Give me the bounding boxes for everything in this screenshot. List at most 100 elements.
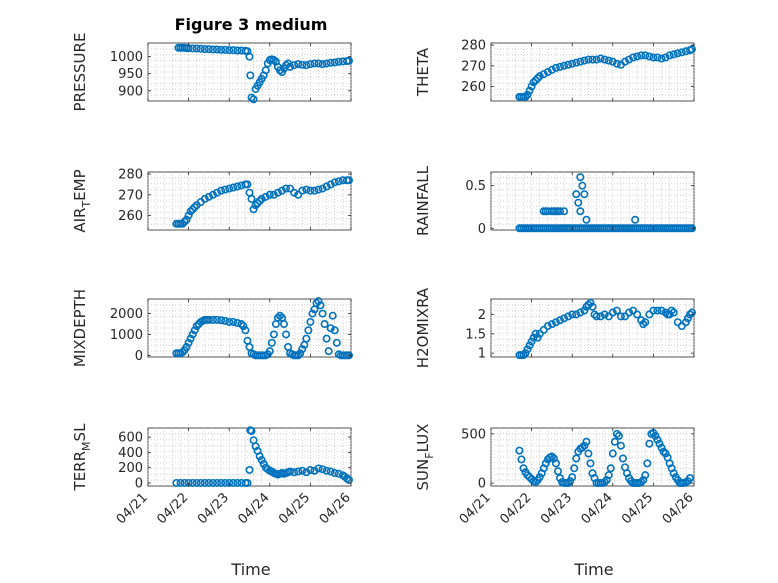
data-point	[631, 215, 640, 224]
x-tick-label: 04/24	[579, 490, 616, 527]
data-point	[282, 61, 291, 70]
data-point	[190, 203, 199, 212]
data-point	[298, 466, 307, 475]
data-point	[275, 66, 284, 75]
x-tick-label: 04/26	[660, 490, 697, 527]
data-point	[604, 56, 613, 65]
data-point	[580, 306, 589, 315]
data-point	[657, 443, 666, 452]
data-point	[533, 333, 542, 342]
data-point	[529, 333, 538, 342]
data-point	[322, 59, 331, 68]
data-point	[604, 471, 613, 480]
data-point	[519, 464, 528, 473]
data-point	[318, 309, 327, 318]
data-point	[188, 330, 197, 339]
data-point	[314, 297, 323, 306]
data-point	[282, 330, 291, 339]
x-tick-label: 04/23	[538, 490, 575, 527]
data-point	[547, 320, 556, 329]
data-point	[330, 469, 339, 478]
data-point	[213, 315, 222, 324]
data-point	[560, 207, 569, 216]
data-point	[649, 306, 658, 315]
data-point	[681, 318, 690, 327]
data-point	[665, 51, 674, 60]
series-markers	[515, 173, 696, 233]
data-point	[318, 184, 327, 193]
data-point	[290, 61, 299, 70]
data-point	[344, 176, 353, 185]
x-tick-label: 04/25	[619, 490, 656, 527]
subplot-pressure: 900 950 1000 PRESSURE	[71, 33, 353, 111]
data-point	[306, 317, 315, 326]
data-point	[525, 473, 534, 482]
data-point	[584, 55, 593, 64]
data-point	[531, 329, 540, 338]
data-point	[208, 315, 217, 324]
data-point	[541, 459, 550, 468]
data-point	[334, 57, 343, 66]
data-point	[298, 60, 307, 69]
data-point	[180, 478, 189, 487]
data-point	[608, 449, 617, 458]
data-point	[233, 182, 242, 191]
data-point	[196, 44, 205, 53]
data-point	[645, 439, 654, 448]
data-point	[687, 308, 696, 317]
y-axis-label: H2OMIXRA	[414, 287, 432, 368]
x-tick-label: 04/22	[154, 490, 191, 527]
y-tick-label: 280	[461, 39, 486, 54]
data-point	[576, 173, 585, 182]
data-point	[269, 330, 278, 339]
y-tick-label: 1000	[110, 328, 143, 343]
data-point	[600, 310, 609, 319]
x-tick-label: 04/24	[236, 490, 273, 527]
data-point	[328, 311, 337, 320]
data-point	[225, 478, 234, 487]
data-point	[247, 93, 256, 102]
y-tick-label: 0	[478, 477, 486, 492]
data-point	[525, 86, 534, 95]
data-point	[531, 478, 540, 487]
y-tick-label: 1000	[110, 50, 143, 65]
data-point	[217, 478, 226, 487]
data-point	[645, 52, 654, 61]
data-point	[304, 326, 313, 335]
data-point	[310, 59, 319, 68]
data-point	[188, 205, 197, 214]
y-tick-label: 900	[118, 84, 143, 99]
data-point	[625, 308, 634, 317]
data-point	[217, 186, 226, 195]
data-point	[233, 318, 242, 327]
data-point	[517, 455, 526, 464]
data-point	[320, 320, 329, 329]
data-point	[588, 302, 597, 311]
data-point	[669, 469, 678, 478]
y-axis-label: AIRTEMP	[71, 169, 93, 232]
data-point	[570, 464, 579, 473]
data-point	[612, 429, 621, 438]
y-tick-label: 270	[118, 188, 143, 203]
data-point	[330, 178, 339, 187]
data-point	[551, 459, 560, 468]
y-tick-label: 2	[478, 308, 486, 323]
data-point	[531, 76, 540, 85]
data-point	[286, 184, 295, 193]
data-point	[326, 180, 335, 189]
data-point	[302, 334, 311, 343]
data-point	[247, 427, 256, 436]
data-point	[239, 322, 248, 331]
data-point	[539, 70, 548, 79]
data-point	[568, 473, 577, 482]
data-point	[186, 207, 195, 216]
data-point	[302, 468, 311, 477]
data-point	[683, 314, 692, 323]
data-point	[612, 306, 621, 315]
data-point	[273, 188, 282, 197]
data-point	[606, 464, 615, 473]
data-point	[213, 45, 222, 54]
data-point	[233, 46, 242, 55]
data-point	[204, 478, 213, 487]
data-point	[265, 190, 274, 199]
